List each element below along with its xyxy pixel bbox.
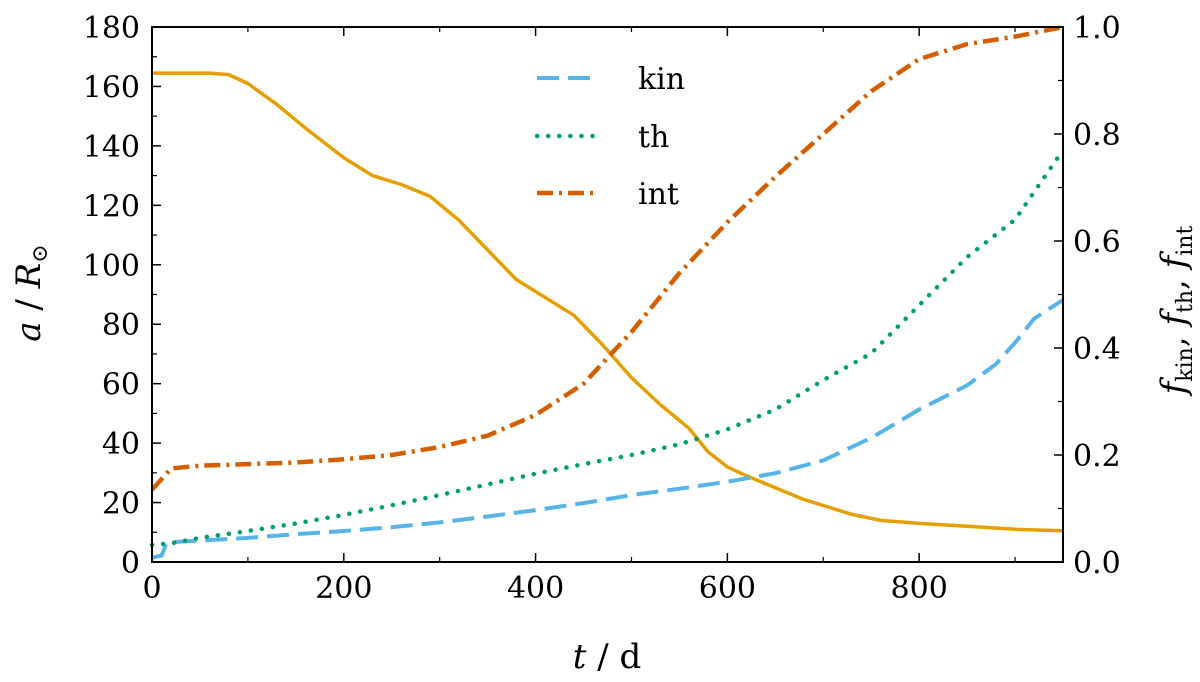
series-layer: [149, 24, 1066, 560]
legend: kin th int: [534, 62, 685, 212]
y-left-tick-label: 100: [83, 249, 140, 284]
y-left-tick-label: 120: [83, 189, 140, 224]
axes-frame: [151, 26, 1064, 563]
x-axis-label: t / d: [573, 637, 642, 677]
x-tick-label: 800: [891, 571, 948, 606]
y-left-tick-label: 40: [102, 427, 140, 462]
plot-frame: [151, 26, 1064, 563]
x-tick-label: 200: [315, 571, 372, 606]
x-tick-label: 0: [142, 571, 161, 606]
y-left-tick-label: 80: [102, 308, 140, 343]
y-left-tick-label: 60: [102, 368, 140, 403]
legend-label-int: int: [638, 177, 679, 212]
y-right-tick-label: 0.8: [1073, 118, 1121, 153]
y-left-tick-label: 160: [83, 70, 140, 105]
series-line-separation: [152, 71, 1064, 533]
y-right-tick-label: 0.0: [1073, 546, 1121, 581]
y-left-tick-label: 20: [102, 487, 140, 522]
y-left-tick-label: 180: [83, 11, 140, 46]
legend-label-kin: kin: [638, 62, 685, 97]
x-tick-label: 600: [699, 571, 756, 606]
y-axis-left-label: a / R⊙: [9, 244, 53, 341]
series-line-th: [149, 147, 1066, 548]
legend-label-th: th: [638, 120, 669, 155]
series-line-kin: [151, 298, 1065, 560]
tick-marks: [151, 26, 1063, 563]
y-right-tick-label: 0.6: [1073, 225, 1121, 260]
series-line-int: [150, 24, 1064, 492]
y-right-tick-label: 1.0: [1073, 11, 1121, 46]
y-left-tick-label: 0: [121, 546, 140, 581]
tick-labels: 0 200 400 600 800 0 20 40 60 80 100 120 140 160 180 0.0…: [83, 11, 1121, 606]
x-tick-label: 400: [507, 571, 564, 606]
y-right-tick-label: 0.4: [1073, 332, 1121, 367]
y-axis-right-label: fkin, fth, fint: [1154, 226, 1198, 398]
y-left-tick-label: 140: [83, 130, 140, 165]
y-right-tick-label: 0.2: [1073, 439, 1121, 474]
